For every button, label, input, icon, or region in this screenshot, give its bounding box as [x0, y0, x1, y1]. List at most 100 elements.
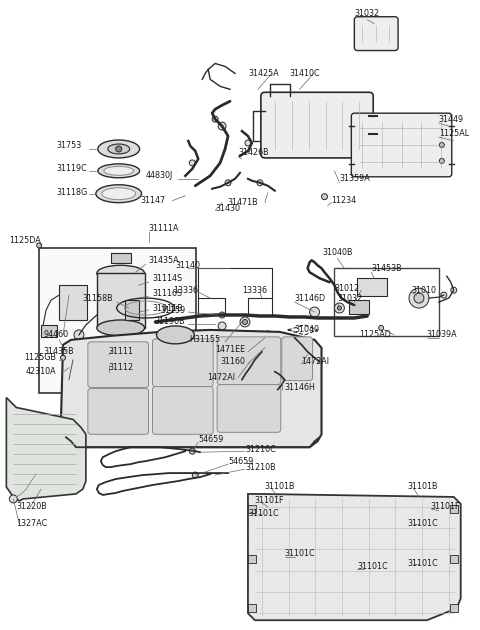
Text: 42310A: 42310A	[25, 367, 56, 376]
Text: 13336: 13336	[173, 285, 198, 295]
FancyBboxPatch shape	[153, 339, 213, 387]
Text: 31032: 31032	[337, 294, 362, 302]
Bar	[248, 604, 256, 612]
Bar	[349, 300, 369, 314]
Bar	[125, 300, 139, 320]
Ellipse shape	[97, 320, 144, 336]
Text: 31158B: 31158B	[82, 294, 113, 302]
Text: 31146H: 31146H	[285, 383, 316, 392]
Text: 31220B: 31220B	[16, 502, 47, 512]
Circle shape	[225, 180, 231, 186]
Circle shape	[409, 288, 429, 308]
Text: 31410C: 31410C	[290, 69, 320, 78]
Text: 31160: 31160	[220, 357, 245, 366]
Bar	[248, 554, 256, 563]
Text: 31753: 31753	[56, 142, 81, 151]
Circle shape	[245, 140, 251, 146]
Circle shape	[451, 287, 457, 293]
Bar	[450, 505, 458, 513]
Ellipse shape	[98, 164, 140, 178]
FancyBboxPatch shape	[88, 389, 148, 434]
Bar	[450, 554, 458, 563]
Circle shape	[116, 146, 122, 152]
Circle shape	[439, 142, 444, 147]
Text: 31147: 31147	[140, 196, 166, 205]
Circle shape	[264, 331, 272, 339]
Text: 94460: 94460	[43, 330, 68, 340]
Circle shape	[414, 293, 424, 303]
Bar	[357, 278, 387, 296]
FancyBboxPatch shape	[282, 337, 312, 381]
Text: 31032: 31032	[355, 9, 380, 18]
Circle shape	[212, 116, 218, 122]
Text: 31190B: 31190B	[155, 318, 185, 326]
Ellipse shape	[156, 326, 194, 344]
Bar	[97, 273, 144, 328]
Text: 31118G: 31118G	[56, 188, 87, 197]
Circle shape	[322, 193, 327, 200]
Text: 31140: 31140	[176, 261, 201, 270]
Text: 31040: 31040	[295, 326, 320, 335]
Text: 31453B: 31453B	[371, 264, 402, 273]
Polygon shape	[6, 398, 86, 501]
Bar	[111, 253, 131, 263]
Text: 1125GB: 1125GB	[24, 353, 56, 362]
Text: 54659: 54659	[198, 435, 224, 444]
FancyBboxPatch shape	[217, 337, 281, 384]
Circle shape	[36, 243, 42, 248]
Polygon shape	[248, 494, 461, 620]
Circle shape	[379, 326, 384, 330]
FancyBboxPatch shape	[153, 387, 213, 434]
Text: 31101F: 31101F	[431, 502, 460, 512]
Text: 31119C: 31119C	[56, 164, 87, 173]
Text: 31210B: 31210B	[245, 462, 276, 472]
Text: 31425A: 31425A	[248, 69, 279, 78]
Text: 1125AL: 1125AL	[439, 129, 469, 137]
Circle shape	[310, 307, 320, 317]
Circle shape	[9, 495, 17, 503]
Text: 13336: 13336	[242, 285, 267, 295]
Text: 31449: 31449	[439, 115, 464, 123]
Circle shape	[337, 306, 341, 310]
Text: 31911B: 31911B	[153, 304, 183, 312]
Text: 31101C: 31101C	[407, 519, 438, 529]
Text: 31359A: 31359A	[339, 175, 370, 183]
Circle shape	[240, 317, 250, 327]
Circle shape	[441, 292, 447, 298]
Ellipse shape	[96, 185, 142, 203]
FancyBboxPatch shape	[261, 93, 373, 158]
Text: 1472AI: 1472AI	[207, 373, 235, 382]
Text: 31101F: 31101F	[255, 496, 285, 505]
Circle shape	[189, 160, 195, 166]
Text: 31430: 31430	[215, 204, 240, 213]
Text: 31114S: 31114S	[153, 273, 182, 283]
Circle shape	[439, 158, 444, 163]
Text: 1125AD: 1125AD	[359, 330, 391, 340]
Text: 31112: 31112	[109, 363, 134, 372]
Text: 31012: 31012	[334, 284, 360, 293]
Text: 1472AI: 1472AI	[301, 357, 330, 366]
Text: 31101C: 31101C	[285, 549, 315, 558]
Text: 44830J: 44830J	[145, 171, 172, 180]
Text: 31111A: 31111A	[148, 224, 179, 233]
Circle shape	[218, 322, 226, 330]
Text: 31040B: 31040B	[322, 248, 353, 257]
Ellipse shape	[98, 140, 140, 158]
Text: 31101B: 31101B	[265, 483, 295, 491]
Text: 31426B: 31426B	[238, 149, 269, 158]
Ellipse shape	[102, 188, 136, 200]
Bar	[248, 505, 256, 513]
Text: 31101C: 31101C	[357, 562, 388, 571]
Bar	[450, 604, 458, 612]
Ellipse shape	[108, 144, 130, 154]
Ellipse shape	[104, 166, 133, 175]
Circle shape	[219, 312, 225, 318]
Circle shape	[60, 355, 65, 360]
Text: 54659: 54659	[228, 457, 253, 466]
FancyBboxPatch shape	[217, 384, 281, 432]
Text: 31435A: 31435A	[148, 256, 179, 265]
Circle shape	[335, 303, 344, 313]
Text: 1125DA: 1125DA	[9, 236, 41, 245]
Circle shape	[264, 344, 272, 352]
Text: 31101B: 31101B	[407, 483, 438, 491]
